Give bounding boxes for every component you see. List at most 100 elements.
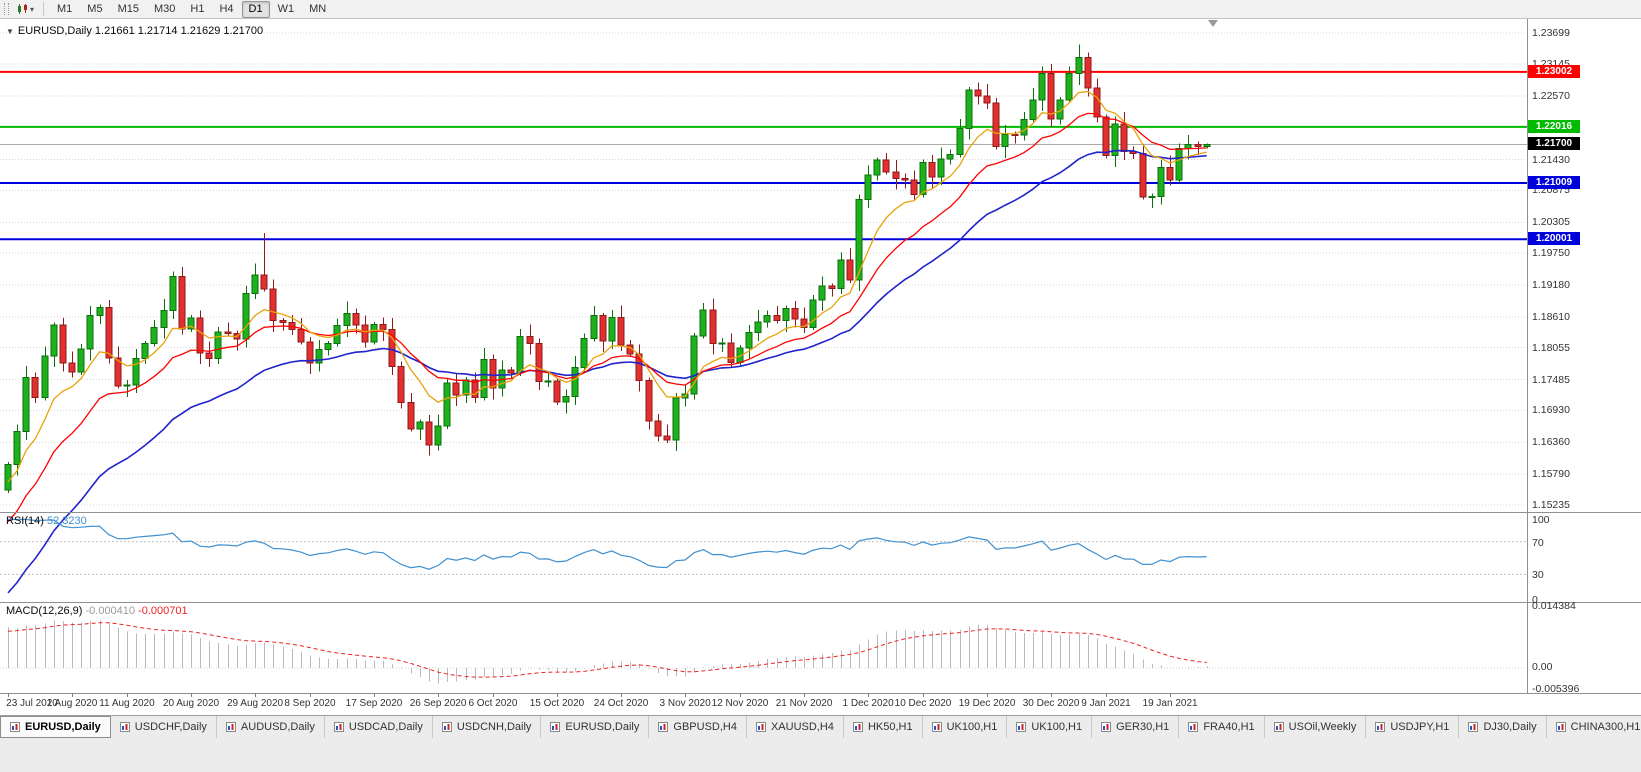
- date-axis-label: 20 Aug 2020: [162, 698, 220, 709]
- date-axis-label: 11 Aug 2020: [99, 698, 155, 709]
- chart-tab-uk100-h1[interactable]: UK100,H1: [1007, 716, 1093, 738]
- rsi-value: 52.3230: [46, 515, 87, 527]
- tab-label: UK100,H1: [1031, 721, 1083, 733]
- macd-scale-bottom: -0.005396: [1532, 683, 1580, 695]
- tab-label: EURUSD,Daily: [565, 721, 640, 733]
- date-axis-label: 6 Oct 2020: [468, 698, 518, 709]
- chart-icon: [931, 722, 942, 732]
- price-axis-label: 1.21430: [1532, 153, 1570, 166]
- chart-tab-usdchf-daily[interactable]: USDCHF,Daily: [111, 716, 217, 738]
- toolbar-drag-handle[interactable]: [4, 3, 9, 15]
- date-axis-label: 1 Aug 2020: [46, 698, 98, 709]
- date-axis-label: 12 Nov 2020: [711, 698, 769, 709]
- ma-medium-red-line: [7, 112, 1207, 523]
- chart-tab-audusd-daily[interactable]: AUDUSD,Daily: [217, 716, 325, 738]
- chart-tab-china300-h1[interactable]: CHINA300,H1: [1547, 716, 1641, 738]
- chart-canvas[interactable]: [0, 0, 1641, 715]
- chart-tab-xauusd-h4[interactable]: XAUUSD,H4: [747, 716, 844, 738]
- chart-tab-usdjpy-h1[interactable]: USDJPY,H1: [1366, 716, 1460, 738]
- chart-icon: [755, 722, 766, 732]
- chart-icon: [333, 722, 344, 732]
- chart-tab-eurusd-daily[interactable]: EURUSD,Daily: [0, 716, 111, 738]
- tab-label: FRA40,H1: [1203, 721, 1255, 733]
- chart-tab-usdcad-daily[interactable]: USDCAD,Daily: [325, 716, 433, 738]
- timeframe-button-h4[interactable]: H4: [219, 2, 234, 15]
- timeframe-button-m30[interactable]: M30: [153, 2, 176, 15]
- chart-icon: [1555, 722, 1566, 732]
- ma-slow-blue-line: [7, 149, 1207, 594]
- tab-label: UK100,H1: [946, 721, 998, 733]
- price-axis-label: 1.19180: [1532, 279, 1570, 291]
- timeframe-button-m1[interactable]: M1: [57, 2, 73, 15]
- hline-price-tag: 1.20001: [1528, 232, 1580, 246]
- chart-background: [0, 19, 1641, 715]
- ohlc-text: EURUSD,Daily 1.21661 1.21714 1.21629 1.2…: [17, 25, 264, 37]
- date-axis-label: 9 Jan 2021: [1081, 698, 1131, 709]
- toolbar-separator: [43, 2, 45, 16]
- macd-name: MACD(12,26,9): [6, 605, 83, 617]
- rsi-axis-label: 70: [1532, 536, 1544, 549]
- price-axis-label: 1.16360: [1532, 436, 1570, 449]
- chart-tab-hk50-h1[interactable]: HK50,H1: [844, 716, 923, 738]
- tab-label: GER30,H1: [1116, 721, 1170, 733]
- timeframe-button-w1[interactable]: W1: [277, 2, 295, 15]
- date-axis-label: 26 Sep 2020: [409, 698, 467, 709]
- timeframe-buttons: M1 M5 M15 M30 H1 H4 D1 W1 MN: [50, 0, 333, 18]
- macd-indicator-label: MACD(12,26,9) -0.000410 -0.000701: [6, 605, 188, 617]
- timeframe-button-m15[interactable]: M15: [117, 2, 139, 15]
- price-axis-label: 1.19750: [1532, 247, 1570, 260]
- chart-tab-usdcnh-daily[interactable]: USDCNH,Daily: [433, 716, 542, 738]
- tab-label: HK50,H1: [867, 721, 913, 733]
- price-axis-label: 1.15790: [1532, 468, 1570, 481]
- chart-info-line: ▼ EURUSD,Daily 1.21661 1.21714 1.21629 1.…: [6, 25, 263, 37]
- date-axis-label: 17 Sep 2020: [345, 698, 403, 709]
- chart-icon: [550, 722, 561, 732]
- date-axis-label: 8 Sep 2020: [284, 698, 336, 709]
- rsi-indicator-label: RSI(14) 52.3230: [6, 515, 87, 527]
- chart-shift-marker[interactable]: [1208, 20, 1218, 27]
- tab-label: USDJPY,H1: [1390, 721, 1450, 733]
- rsi-name: RSI(14): [6, 515, 44, 527]
- price-axis-label: 1.18055: [1532, 341, 1570, 354]
- tab-label: EURUSD,Daily: [25, 721, 101, 733]
- timeframe-button-d1[interactable]: D1: [241, 0, 270, 18]
- chart-icon: [1188, 722, 1199, 732]
- chart-tab-dj30-daily[interactable]: DJ30,Daily: [1459, 716, 1547, 738]
- candlestick-series: [4, 44, 1211, 494]
- chart-icon: [1468, 722, 1479, 732]
- timeframe-button-h1[interactable]: H1: [190, 2, 205, 15]
- price-axis-label: 1.17485: [1532, 373, 1570, 386]
- macd-scale-zero: 0.00: [1532, 661, 1553, 673]
- chart-icon: [852, 722, 863, 732]
- one-click-trading-toggle[interactable]: ▼: [6, 27, 14, 36]
- date-axis-label: 21 Nov 2020: [775, 698, 833, 709]
- chart-tab-ger30-h1[interactable]: GER30,H1: [1092, 716, 1180, 738]
- timeframe-button-m5[interactable]: M5: [87, 2, 103, 15]
- chart-tab-fra40-h1[interactable]: FRA40,H1: [1179, 716, 1265, 738]
- price-axis-label: 1.15235: [1532, 499, 1570, 511]
- macd-histogram: [8, 619, 1208, 684]
- tab-label: DJ30,Daily: [1483, 721, 1537, 733]
- chart-tab-uk100-h1[interactable]: UK100,H1: [923, 716, 1008, 738]
- chart-tab-usoil-weekly[interactable]: USOil,Weekly: [1265, 716, 1367, 738]
- chart-icon: [1273, 722, 1284, 732]
- candlestick-chart-icon: [18, 4, 27, 14]
- chart-tab-eurusd-daily[interactable]: EURUSD,Daily: [541, 716, 650, 738]
- date-axis-label: 1 Dec 2020: [842, 698, 894, 709]
- rsi-axis-label: 30: [1532, 569, 1544, 582]
- chart-tab-gbpusd-h4[interactable]: GBPUSD,H4: [649, 716, 747, 738]
- chart-icon: [1375, 722, 1386, 732]
- rsi-axis-label: 0: [1532, 594, 1538, 606]
- tab-label: AUDUSD,Daily: [240, 721, 315, 733]
- rsi-line: [8, 518, 1207, 570]
- chart-menu-button[interactable]: ▾: [14, 3, 37, 15]
- timeframe-button-mn[interactable]: MN: [309, 2, 327, 15]
- chart-tab-bar: EURUSD,Daily USDCHF,Daily AUDUSD,Daily USDC…: [0, 715, 1641, 772]
- date-axis-label: 30 Dec 2020: [1022, 698, 1080, 709]
- date-axis-label: 19 Jan 2021: [1142, 698, 1198, 709]
- date-axis-label: 19 Dec 2020: [958, 698, 1016, 709]
- tab-label: GBPUSD,H4: [673, 721, 737, 733]
- date-axis-label: 3 Nov 2020: [659, 698, 711, 709]
- date-axis-label: 29 Aug 2020: [226, 698, 284, 709]
